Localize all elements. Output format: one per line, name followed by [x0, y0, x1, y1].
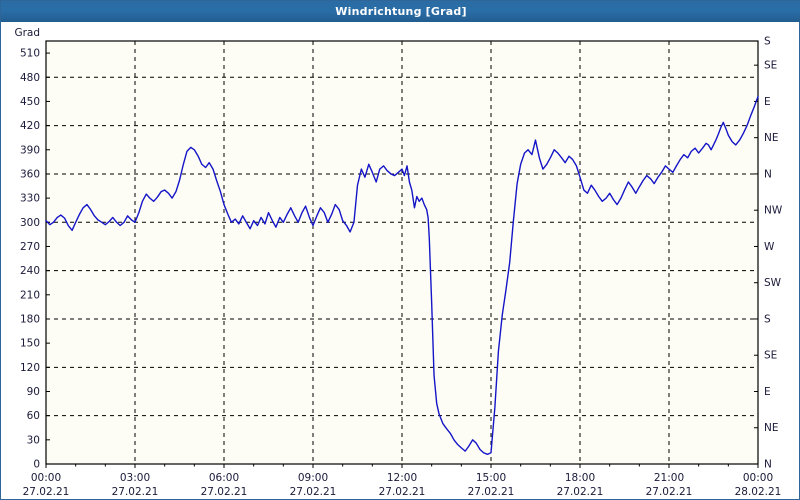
y-axis-compass-label: S [764, 313, 771, 325]
x-axis-time-label: 18:00 [565, 472, 595, 484]
window-title: Windrichtung [Grad] [335, 5, 467, 18]
y-axis-compass-label: NW [764, 205, 783, 217]
y-axis-compass-label: NE [764, 422, 779, 434]
y-axis-tick-label-left: 180 [20, 313, 40, 325]
y-axis-tick-label-left: 240 [20, 265, 40, 277]
y-axis-compass-label: N [764, 168, 772, 180]
x-axis-time-label: 00:00 [31, 472, 61, 484]
y-axis-compass-label: SE [764, 60, 777, 72]
y-axis-tick-label-left: 360 [20, 168, 40, 180]
x-axis-date-label: 27.02.21 [646, 486, 693, 498]
y-axis-tick-label-left: 60 [27, 410, 40, 422]
x-axis-date-label: 27.02.21 [112, 486, 159, 498]
y-axis-tick-label-left: 450 [20, 96, 40, 108]
y-axis-tick-label-left: 120 [20, 362, 40, 374]
x-axis-time-label: 12:00 [387, 472, 417, 484]
x-axis-date-label: 27.02.21 [290, 486, 337, 498]
x-axis-time-label: 15:00 [476, 472, 506, 484]
x-axis-time-label: 00:00 [743, 472, 773, 484]
x-axis-date-label: 27.02.21 [557, 486, 604, 498]
y-axis-tick-label-left: 330 [20, 193, 40, 205]
y-axis-compass-label: SE [764, 350, 777, 362]
window-title-bar: Windrichtung [Grad] [1, 1, 800, 22]
y-axis-tick-label-left: 480 [20, 72, 40, 84]
y-axis-tick-label-left: 90 [27, 386, 40, 398]
x-axis-date-label: 27.02.21 [23, 486, 70, 498]
x-axis-time-label: 09:00 [298, 472, 328, 484]
y-axis-compass-label: NE [764, 132, 779, 144]
y-axis-compass-label: E [764, 96, 771, 108]
y-axis-unit-label: Grad [14, 27, 40, 39]
y-axis-compass-label: N [764, 459, 772, 471]
y-axis-tick-label-left: 210 [20, 289, 40, 301]
x-axis-time-label: 03:00 [120, 472, 150, 484]
y-axis-compass-label: SW [764, 277, 782, 289]
y-axis-tick-label-left: 420 [20, 120, 40, 132]
y-axis-tick-label-left: 30 [27, 434, 40, 446]
y-axis-tick-label-left: 390 [20, 144, 40, 156]
y-axis-compass-label: W [764, 241, 775, 253]
x-axis-time-label: 06:00 [209, 472, 239, 484]
data-series-line-0 [45, 95, 759, 456]
x-axis-date-label: 28.02.21 [735, 486, 782, 498]
x-axis-time-label: 21:00 [654, 472, 684, 484]
y-axis-tick-label-left: 150 [20, 338, 40, 350]
x-axis-date-label: 27.02.21 [201, 486, 248, 498]
windrichtung-line-chart: 0 30 60 90 120 150 180 210 240 270 300 330 360 390 420… [14, 27, 783, 498]
x-axis-date-label: 27.02.21 [379, 486, 426, 498]
y-axis-tick-label-left: 270 [20, 241, 40, 253]
y-axis-tick-label-left: 300 [20, 217, 40, 229]
y-axis-compass-label: S [764, 36, 771, 48]
y-axis-tick-label-left: 510 [20, 48, 40, 60]
chart-canvas: 0 30 60 90 120 150 180 210 240 270 300 330 360 390 420… [2, 23, 798, 498]
y-axis-tick-label-left: 0 [33, 459, 40, 471]
x-axis-date-label: 27.02.21 [468, 486, 515, 498]
y-axis-compass-label: E [764, 386, 771, 398]
